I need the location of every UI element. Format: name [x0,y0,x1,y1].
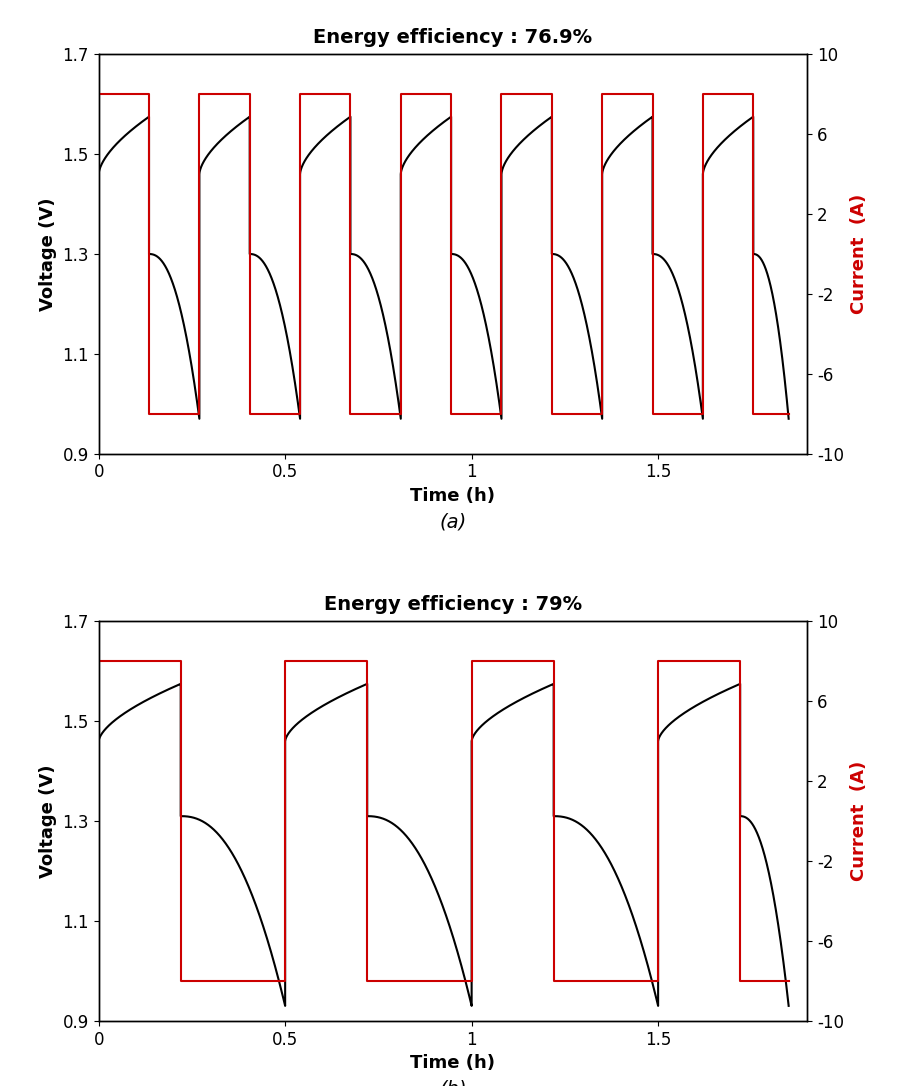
Title: Energy efficiency : 76.9%: Energy efficiency : 76.9% [313,28,593,47]
Y-axis label: Current  (A): Current (A) [849,761,867,881]
Y-axis label: Voltage (V): Voltage (V) [39,198,57,311]
X-axis label: Time (h): Time (h) [411,1055,495,1072]
Title: Energy efficiency : 79%: Energy efficiency : 79% [324,595,582,615]
Text: (b): (b) [440,1079,466,1086]
Y-axis label: Voltage (V): Voltage (V) [39,765,57,877]
Text: (a): (a) [440,513,466,531]
Y-axis label: Current  (A): Current (A) [849,194,867,314]
X-axis label: Time (h): Time (h) [411,487,495,505]
